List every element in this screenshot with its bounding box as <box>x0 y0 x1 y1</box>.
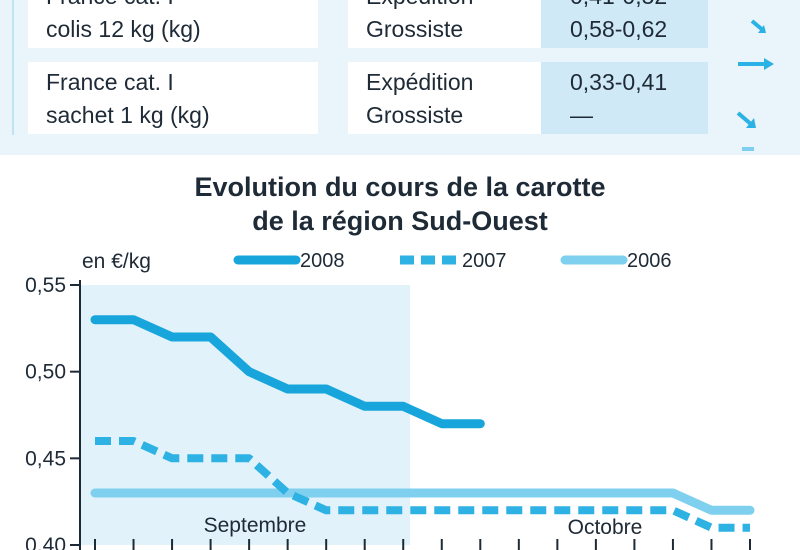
trend-icons <box>736 111 756 151</box>
x-period-label: Octobre <box>568 516 643 539</box>
stage-label: Expédition Grossiste <box>366 0 473 42</box>
trend-icons <box>738 19 774 70</box>
legend-label: 2008 <box>300 250 345 272</box>
series-line-2006 <box>90 488 755 515</box>
chart-title: Evolution du cours de la carotte de la r… <box>0 170 800 238</box>
product-label: France cat. I colis 12 kg (kg) <box>46 0 201 42</box>
trend-cell <box>728 62 788 176</box>
stage-cell-bg <box>348 62 541 134</box>
stage-cell-bg <box>348 0 541 48</box>
legend-label: 2007 <box>462 250 507 272</box>
price-range: 0,41-0,52 0,58-0,62 <box>570 0 668 42</box>
table-row: France cat. I sachet 1 kg (kg) Expéditio… <box>28 62 788 151</box>
arrow-right-icon <box>738 58 774 70</box>
legend-label: 2006 <box>627 250 672 272</box>
table-row: France cat. I colis 12 kg (kg) Expéditio… <box>28 0 788 70</box>
arrow-down-right-icon <box>750 19 766 33</box>
y-tick-label: 0,55 <box>25 274 66 297</box>
price-cell-bg <box>541 0 708 48</box>
y-tick-label: 0,50 <box>25 361 66 384</box>
september-shade <box>80 285 410 545</box>
price-range: 0,33-0,41 — <box>570 69 668 128</box>
stage-label: Expédition Grossiste <box>366 69 474 128</box>
y-tick-label: 0,40 <box>25 534 66 550</box>
product-cell-bg <box>28 0 318 48</box>
table-left-rule <box>12 0 14 135</box>
legend: 2008 2007 2006 <box>233 250 672 272</box>
y-axis-label: en €/kg <box>82 250 151 273</box>
series-line-2008 <box>90 315 485 429</box>
arrow-down-right-icon <box>736 111 756 128</box>
trend-cell <box>728 0 788 88</box>
chart-title-line: Evolution du cours de la carotte <box>194 172 606 202</box>
series-layer <box>90 315 755 532</box>
x-period-label: Septembre <box>204 514 307 537</box>
price-cell-bg <box>541 62 708 134</box>
series-line-2007 <box>95 437 750 532</box>
chart-title-line: de la région Sud-Ouest <box>252 206 548 236</box>
y-tick-label: 0,45 <box>25 447 66 470</box>
label-layer: 0,55 0,50 0,45 0,40 en €/kg Septembre Octobre <box>25 250 642 550</box>
axis-layer <box>70 280 751 550</box>
product-label: France cat. I sachet 1 kg (kg) <box>46 69 210 128</box>
price-table: France cat. I colis 12 kg (kg) Expéditio… <box>0 0 800 151</box>
product-cell-bg <box>28 62 318 134</box>
